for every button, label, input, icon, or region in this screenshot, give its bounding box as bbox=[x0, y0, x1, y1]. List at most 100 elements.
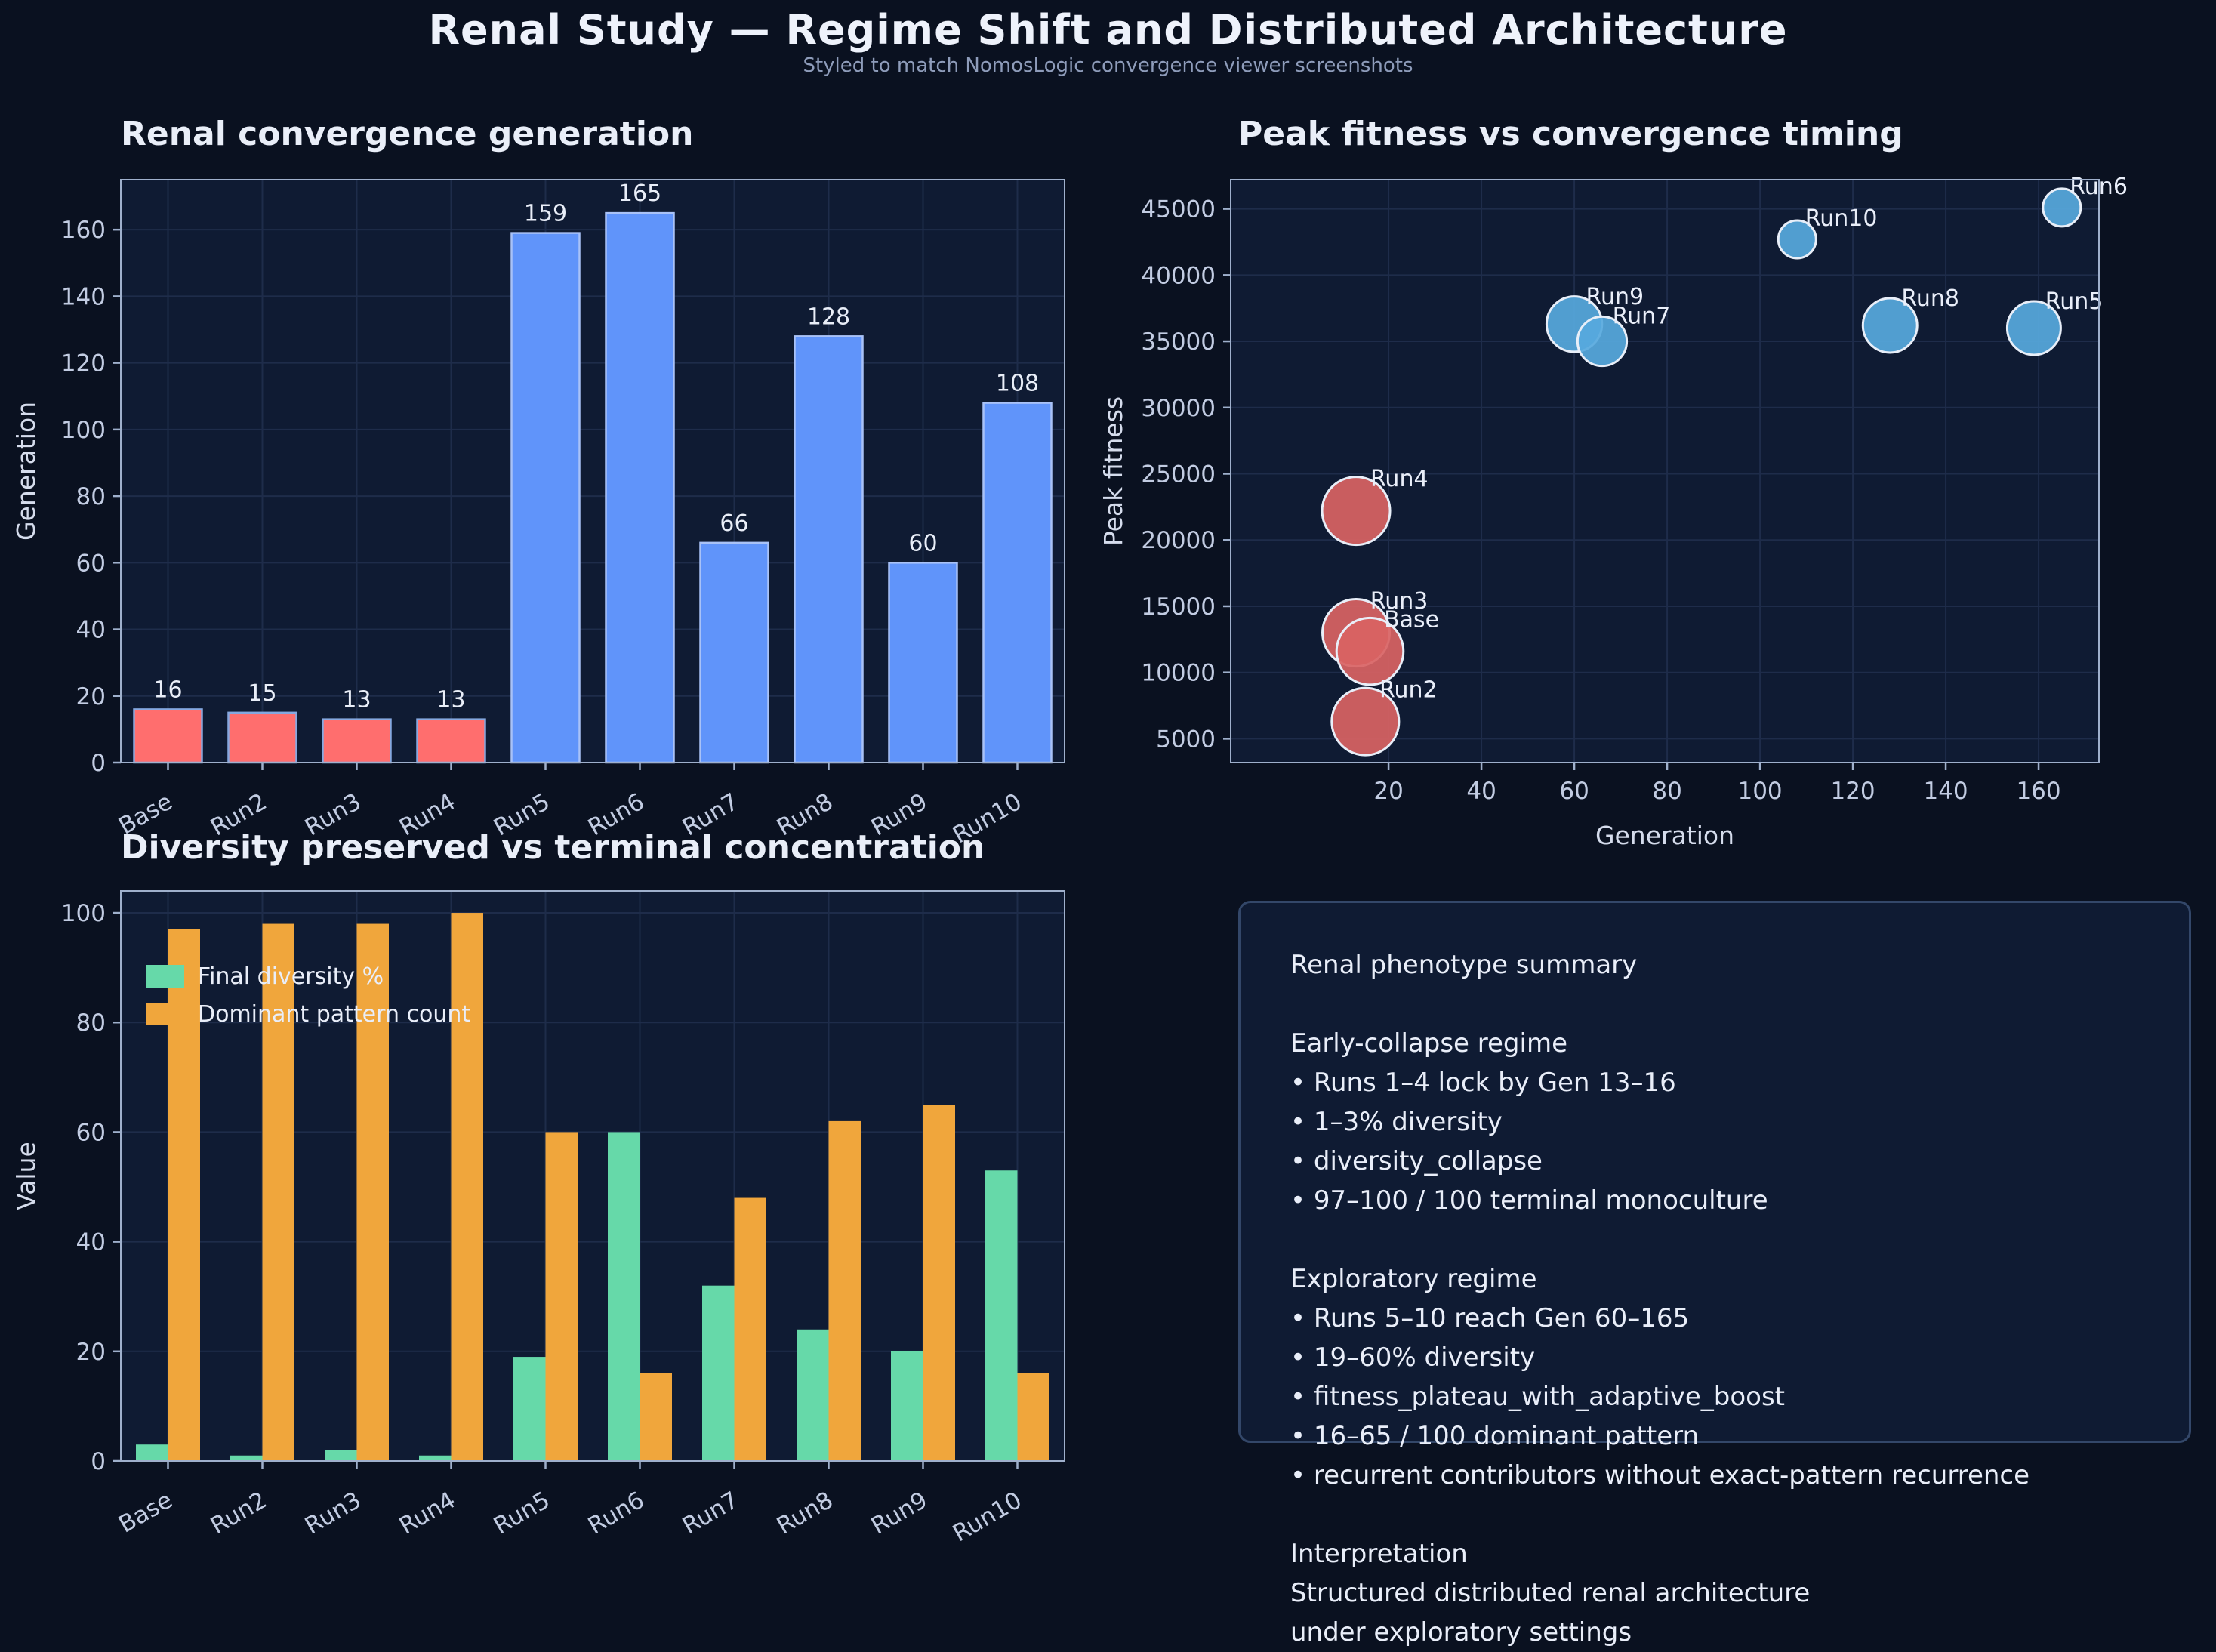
convergence-bar-chart: 16 15 13 13 159 165 66 128 60 108 0 20 40 60 80 100 120 1… bbox=[11, 115, 1065, 849]
scatter-point-Run6 bbox=[2042, 187, 2082, 228]
point-label: Base bbox=[1384, 607, 1439, 633]
y-tick-label: 45000 bbox=[1141, 196, 1216, 223]
legend-label: Final diversity % bbox=[198, 963, 384, 990]
bar-value-label: 128 bbox=[807, 304, 850, 330]
summary-line: • diversity_collapse bbox=[1290, 1146, 1543, 1176]
scatter-point-Run5 bbox=[2005, 300, 2062, 356]
bar-Run7-green bbox=[702, 1285, 735, 1461]
peak-fitness-scatter-chart: Run3Run2Run4BaseRun9Run7Run5Run8Run6Run1… bbox=[1102, 115, 2128, 850]
summary-line: • 19–60% diversity bbox=[1290, 1342, 1536, 1373]
bar-Run5 bbox=[510, 232, 581, 764]
chart-title: Diversity preserved vs terminal concentr… bbox=[121, 828, 985, 867]
y-axis-label: Value bbox=[11, 1142, 41, 1210]
bar-Run2 bbox=[227, 711, 297, 764]
y-tick-label: 60 bbox=[76, 1119, 106, 1146]
diversity-grouped-bar-chart: 0 20 40 60 80 100 Base Run2 Run3 Run4 Run5 Run6 Run7… bbox=[11, 828, 1065, 1548]
legend-swatch-green bbox=[146, 965, 184, 988]
bar-Run6-green bbox=[608, 1132, 640, 1461]
y-tick-label: 30000 bbox=[1141, 395, 1216, 422]
scatter-point-Run10 bbox=[1777, 219, 1817, 260]
page-subtitle: Styled to match NomosLogic convergence v… bbox=[803, 54, 1413, 77]
bar-value-label: 66 bbox=[720, 510, 748, 537]
bar-Run5-green bbox=[513, 1357, 546, 1461]
summary-line: Renal phenotype summary bbox=[1290, 950, 1638, 980]
point-label: Run4 bbox=[1370, 466, 1429, 492]
y-tick-label: 40000 bbox=[1141, 262, 1216, 289]
summary-line: • Runs 5–10 reach Gen 60–165 bbox=[1290, 1303, 1690, 1333]
legend-swatch-orange bbox=[146, 1003, 184, 1025]
y-tick-label: 0 bbox=[91, 1448, 106, 1475]
x-tick-label: Run7 bbox=[678, 1487, 744, 1540]
y-axis-label: Peak fitness bbox=[1102, 396, 1128, 546]
bar-Run9 bbox=[888, 562, 958, 764]
bar-Run2-green bbox=[230, 1455, 263, 1461]
y-tick-label: 20000 bbox=[1141, 527, 1216, 554]
bar-Run7-orange bbox=[734, 1197, 766, 1461]
bar-value-label: 13 bbox=[342, 687, 371, 714]
summary-line: Early-collapse regime bbox=[1290, 1028, 1567, 1059]
point-label: Run5 bbox=[2045, 288, 2104, 315]
y-tick-label: 140 bbox=[61, 283, 106, 310]
bar-value-label: 16 bbox=[153, 677, 182, 703]
y-tick-label: 20 bbox=[76, 1339, 106, 1366]
summary-line: • 1–3% diversity bbox=[1290, 1107, 1503, 1137]
legend-label: Dominant pattern count bbox=[198, 1001, 470, 1028]
page-title: Renal Study — Regime Shift and Distribut… bbox=[428, 6, 1788, 54]
bar-Run3-orange bbox=[356, 923, 389, 1461]
bar-Run10-orange bbox=[1017, 1373, 1049, 1461]
bar-Base-green bbox=[136, 1444, 168, 1461]
y-tick-label: 35000 bbox=[1141, 328, 1216, 356]
x-axis-label: Generation bbox=[1595, 821, 1734, 850]
bar-Run8-green bbox=[797, 1329, 829, 1461]
plot-spine bbox=[120, 890, 1065, 1462]
summary-spacer bbox=[1290, 1220, 2159, 1259]
y-tick-label: 100 bbox=[61, 417, 106, 444]
plot-spine bbox=[1230, 179, 2100, 763]
summary-spacer bbox=[1290, 1495, 2159, 1534]
x-tick-label: Run6 bbox=[584, 1487, 649, 1540]
bar-Run3 bbox=[322, 718, 392, 764]
summary-line: • recurrent contributors without exact-p… bbox=[1290, 1460, 2030, 1490]
summary-line: Interpretation bbox=[1290, 1539, 1468, 1569]
summary-line: • Runs 1–4 lock by Gen 13–16 bbox=[1290, 1068, 1676, 1098]
summary-line: • 16–65 / 100 dominant pattern bbox=[1290, 1421, 1700, 1451]
scatter-point-Run8 bbox=[1861, 297, 1919, 354]
summary-line: under exploratory settings bbox=[1290, 1617, 1632, 1647]
x-tick-label: 40 bbox=[1466, 778, 1496, 805]
bar-Base bbox=[133, 708, 203, 764]
bar-value-label: 159 bbox=[524, 201, 567, 227]
point-label: Run8 bbox=[1901, 285, 1959, 312]
x-tick-label: 80 bbox=[1652, 778, 1681, 805]
y-tick-label: 100 bbox=[61, 900, 106, 927]
summary-text: Renal phenotype summary Early-collapse r… bbox=[1241, 903, 2189, 1652]
bar-Run8 bbox=[794, 335, 864, 764]
y-tick-label: 60 bbox=[76, 550, 106, 577]
summary-line: • 97–100 / 100 terminal monoculture bbox=[1290, 1185, 1768, 1216]
y-tick-label: 0 bbox=[91, 750, 106, 777]
bar-Run4-green bbox=[419, 1455, 452, 1461]
summary-line: • fitness_plateau_with_adaptive_boost bbox=[1290, 1382, 1786, 1412]
x-tick-label: Run3 bbox=[301, 1487, 366, 1540]
summary-panel: Renal phenotype summary Early-collapse r… bbox=[1238, 901, 2191, 1647]
y-tick-label: 80 bbox=[76, 1009, 106, 1037]
x-tick-label: Run10 bbox=[948, 1487, 1027, 1548]
bar-Run10 bbox=[982, 402, 1053, 764]
chart-title: Peak fitness vs convergence timing bbox=[1238, 115, 1903, 153]
plot-spine bbox=[120, 179, 1065, 763]
bar-Run8-orange bbox=[828, 1120, 861, 1461]
scatter-point-Run2 bbox=[1330, 686, 1401, 757]
bar-Run9-green bbox=[891, 1351, 923, 1461]
x-tick-label: Base bbox=[114, 1487, 177, 1539]
bar-value-label: 165 bbox=[618, 180, 661, 207]
bar-Run4 bbox=[416, 718, 486, 764]
x-tick-label: Run5 bbox=[489, 1487, 555, 1540]
x-tick-label: Run9 bbox=[867, 1487, 932, 1540]
y-tick-label: 40 bbox=[76, 617, 106, 644]
bar-Run6 bbox=[605, 211, 675, 764]
point-label: Run10 bbox=[1805, 205, 1878, 232]
bar-Run2-orange bbox=[262, 923, 294, 1461]
x-tick-label: 140 bbox=[1923, 778, 1968, 805]
y-tick-label: 25000 bbox=[1141, 461, 1216, 489]
bar-Run4-orange bbox=[451, 913, 483, 1461]
x-tick-label: 100 bbox=[1737, 778, 1782, 805]
